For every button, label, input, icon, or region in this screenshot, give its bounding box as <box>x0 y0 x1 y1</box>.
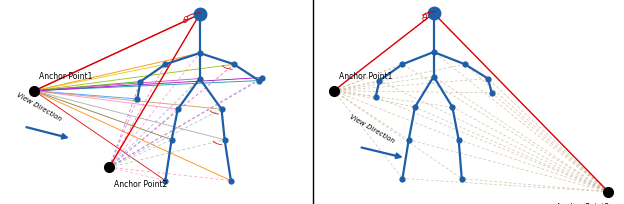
Text: View Direction: View Direction <box>348 113 395 144</box>
Text: $\theta$: $\theta$ <box>182 14 190 26</box>
Text: Anchor Point2: Anchor Point2 <box>556 203 610 204</box>
Text: Anchor Point2: Anchor Point2 <box>114 180 168 188</box>
Text: View Direction: View Direction <box>16 92 62 122</box>
Text: $\theta$: $\theta$ <box>421 12 429 23</box>
Text: Anchor Point1: Anchor Point1 <box>339 72 392 81</box>
Text: Anchor Point1: Anchor Point1 <box>39 72 93 81</box>
